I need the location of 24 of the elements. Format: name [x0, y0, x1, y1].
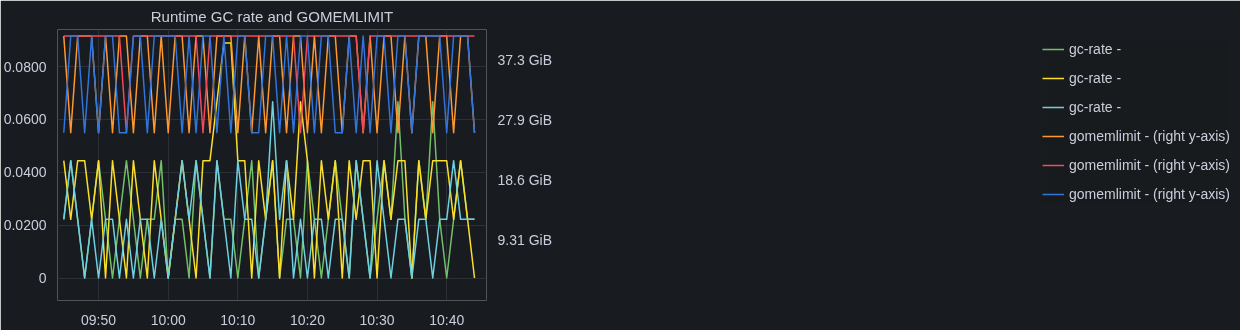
legend-label: gomemlimit - (right y-axis) — [1068, 157, 1230, 173]
x-tick-label: 10:00 — [150, 311, 186, 328]
y-tick-label: 0.0600 — [3, 111, 47, 128]
legend-label: gc-rate - — [1068, 99, 1122, 115]
legend-label: gc-rate - — [1068, 70, 1122, 86]
line-series — [63, 100, 476, 279]
legend-label: gc-rate - — [1068, 41, 1122, 57]
y-tick-label: 0.0200 — [3, 217, 47, 234]
x-tick-label: 10:40 — [429, 311, 465, 328]
x-tick-label: 10:20 — [289, 311, 326, 328]
y-tick-label: 0.0400 — [3, 164, 47, 181]
y-tick-label: 0.0800 — [3, 58, 47, 75]
legend-label: gomemlimit - (right y-axis) — [1068, 186, 1230, 202]
y2-tick-label: 18.6 GiB — [497, 172, 552, 189]
y2-tick-label: 9.31 GiB — [497, 232, 552, 249]
x-tick-label: 10:30 — [359, 311, 395, 328]
y2-tick-label: 27.9 GiB — [497, 112, 552, 129]
y-tick-label: 0 — [38, 270, 47, 287]
chart-title: Runtime GC rate and GOMEMLIMIT — [150, 7, 394, 25]
y2-tick-label: 37.3 GiB — [497, 51, 552, 68]
legend-label: gomemlimit - (right y-axis) — [1068, 128, 1230, 144]
line-series — [63, 42, 476, 279]
x-tick-label: 10:10 — [220, 311, 256, 328]
x-tick-label: 09:50 — [81, 311, 117, 328]
